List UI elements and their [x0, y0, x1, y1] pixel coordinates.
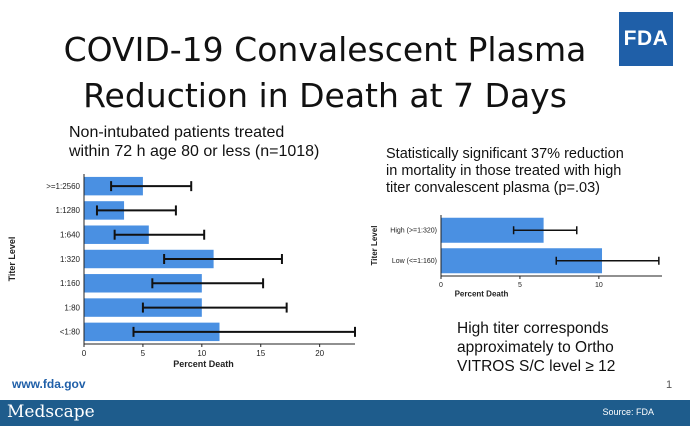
page-number: 1 — [666, 379, 673, 391]
x-tick-label: 15 — [256, 349, 265, 358]
footer-bar: Medscape Source: FDA — [0, 400, 690, 426]
titer-note: High titer corresponds approximately to … — [457, 320, 615, 377]
bar — [84, 274, 202, 293]
slide-title-line-1: COVID-19 Convalescent Plasma — [63, 30, 587, 69]
x-tick-label: 10 — [197, 349, 206, 358]
x-tick-label: 20 — [315, 349, 324, 358]
y-axis-title: Titer Level — [7, 237, 17, 282]
bar — [84, 249, 214, 269]
category-tick-label: 1:160 — [60, 279, 81, 288]
right-caption-line: in mortality in those treated with high — [386, 163, 622, 180]
category-tick-label: High (>=1:320) — [390, 228, 437, 235]
category-tick-label: >=1:2560 — [46, 182, 80, 191]
left-caption-line: Non-intubated patients treated — [69, 124, 285, 141]
note-line: VITROS S/C level ≥ 12 — [457, 357, 616, 375]
high-low-titer-bar-chart: High (>=1:320) Low (<=1:160) 0 5 10 Percent D… — [370, 215, 662, 299]
x-tick-label: 5 — [141, 349, 146, 358]
x-axis-title: Percent Death — [173, 359, 234, 369]
x-tick-label: 5 — [518, 282, 522, 289]
slide-title-line-2: Reduction in Death at 7 Days — [83, 76, 567, 115]
left-caption-line: within 72 h age 80 or less (n=1018) — [69, 142, 320, 160]
titer-level-bar-chart: >=1:2560 1:1280 1:640 1:320 1:160 1:80 <1:80 0 5… — [7, 174, 356, 369]
medscape-logo: Medscape — [7, 402, 95, 422]
right-caption-line: titer convalescent plasma (p=.03) — [386, 180, 600, 197]
note-line: approximately to Ortho — [457, 338, 614, 356]
fda-logo: FDA — [619, 12, 673, 66]
category-tick-label: 1:80 — [64, 303, 80, 312]
right-chart-caption: Statistically significant 37% reduction … — [386, 146, 624, 197]
fda-website-link[interactable]: www.fda.gov — [12, 377, 86, 391]
category-tick-label: 1:320 — [60, 255, 81, 264]
source-label: Source: FDA — [602, 407, 654, 417]
fda-logo-text: FDA — [623, 27, 669, 50]
y-axis-title: Titer Level — [370, 226, 379, 266]
left-chart-caption: Non-intubated patients treated within 72… — [69, 124, 319, 162]
x-tick-label: 0 — [439, 282, 443, 289]
x-axis-title: Percent Death — [455, 290, 509, 299]
category-tick-label: Low (<=1:160) — [392, 258, 437, 265]
x-tick-label: 0 — [82, 349, 87, 358]
note-line: High titer corresponds — [457, 320, 609, 337]
x-tick-label: 10 — [595, 282, 603, 289]
category-tick-label: <1:80 — [60, 328, 81, 337]
right-caption-line: Statistically significant 37% reduction — [386, 146, 624, 162]
category-tick-label: 1:640 — [60, 231, 81, 240]
category-tick-label: 1:1280 — [56, 206, 81, 215]
